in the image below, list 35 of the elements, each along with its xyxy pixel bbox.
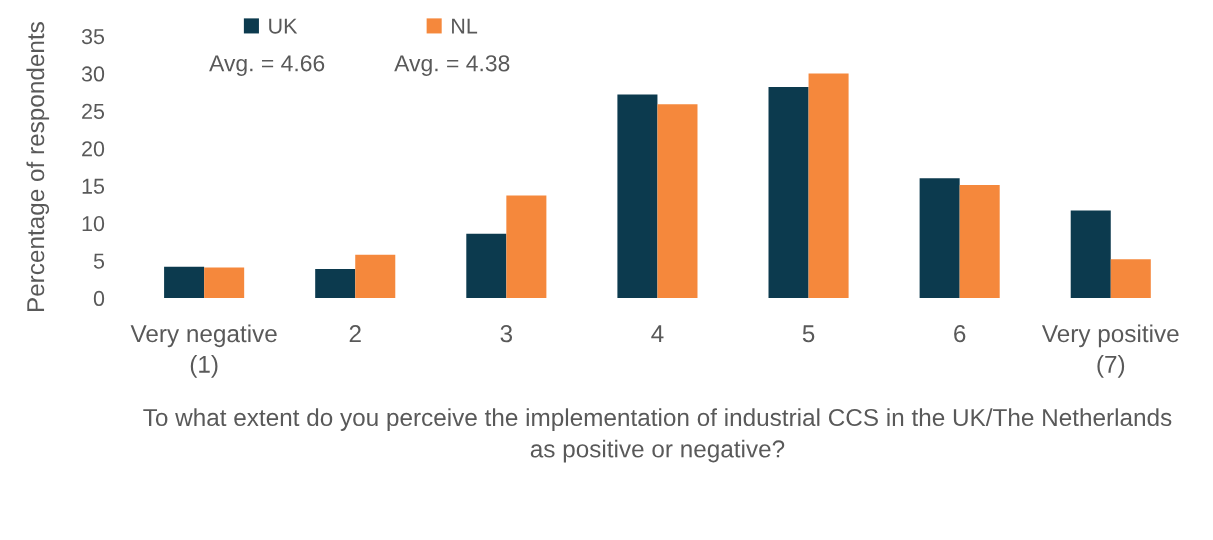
x-axis-title: To what extent do you perceive the implementation of industrial CCS in the UK/The Netherlands as positive or negative?: [143, 408, 1172, 463]
x-tick-label: 4: [651, 325, 664, 343]
bar: [1110, 259, 1151, 299]
x-tick-label: Very positive (7): [1041, 324, 1179, 378]
bar: [808, 73, 849, 299]
y-tick-label: 10: [82, 216, 105, 232]
y-tick-label: 35: [81, 28, 105, 45]
bar: [768, 87, 809, 299]
bar: [657, 104, 698, 299]
legend-label: UK: [269, 18, 298, 34]
bar: [204, 267, 245, 299]
y-tick-label: 20: [82, 141, 105, 157]
bar: [959, 185, 1000, 299]
y-tick-label: 25: [82, 103, 105, 120]
y-tick-label: 0: [93, 290, 105, 307]
x-tick-label: 5: [802, 325, 815, 343]
y-tick-label: 15: [82, 178, 105, 194]
bar: [919, 178, 960, 299]
x-tick-label: Very negative (1): [130, 324, 277, 378]
bar: [617, 94, 658, 299]
annotation: Avg. = 4.38: [394, 55, 510, 76]
bar: [315, 268, 356, 299]
annotation: Avg. = 4.66: [209, 55, 325, 76]
x-tick-label: 2: [349, 325, 361, 343]
y-tick-label: 30: [81, 66, 105, 82]
bar: [164, 266, 205, 299]
bar: [466, 233, 507, 299]
y-axis-title: Percentage of respondents: [26, 22, 50, 312]
bar: [506, 195, 547, 299]
x-tick-label: 3: [500, 325, 513, 343]
legend-label: NL: [452, 18, 478, 34]
x-tick-label: 6: [954, 325, 966, 343]
bar: [355, 254, 396, 299]
bar: [1070, 210, 1111, 299]
y-tick-label: 5: [93, 253, 105, 269]
